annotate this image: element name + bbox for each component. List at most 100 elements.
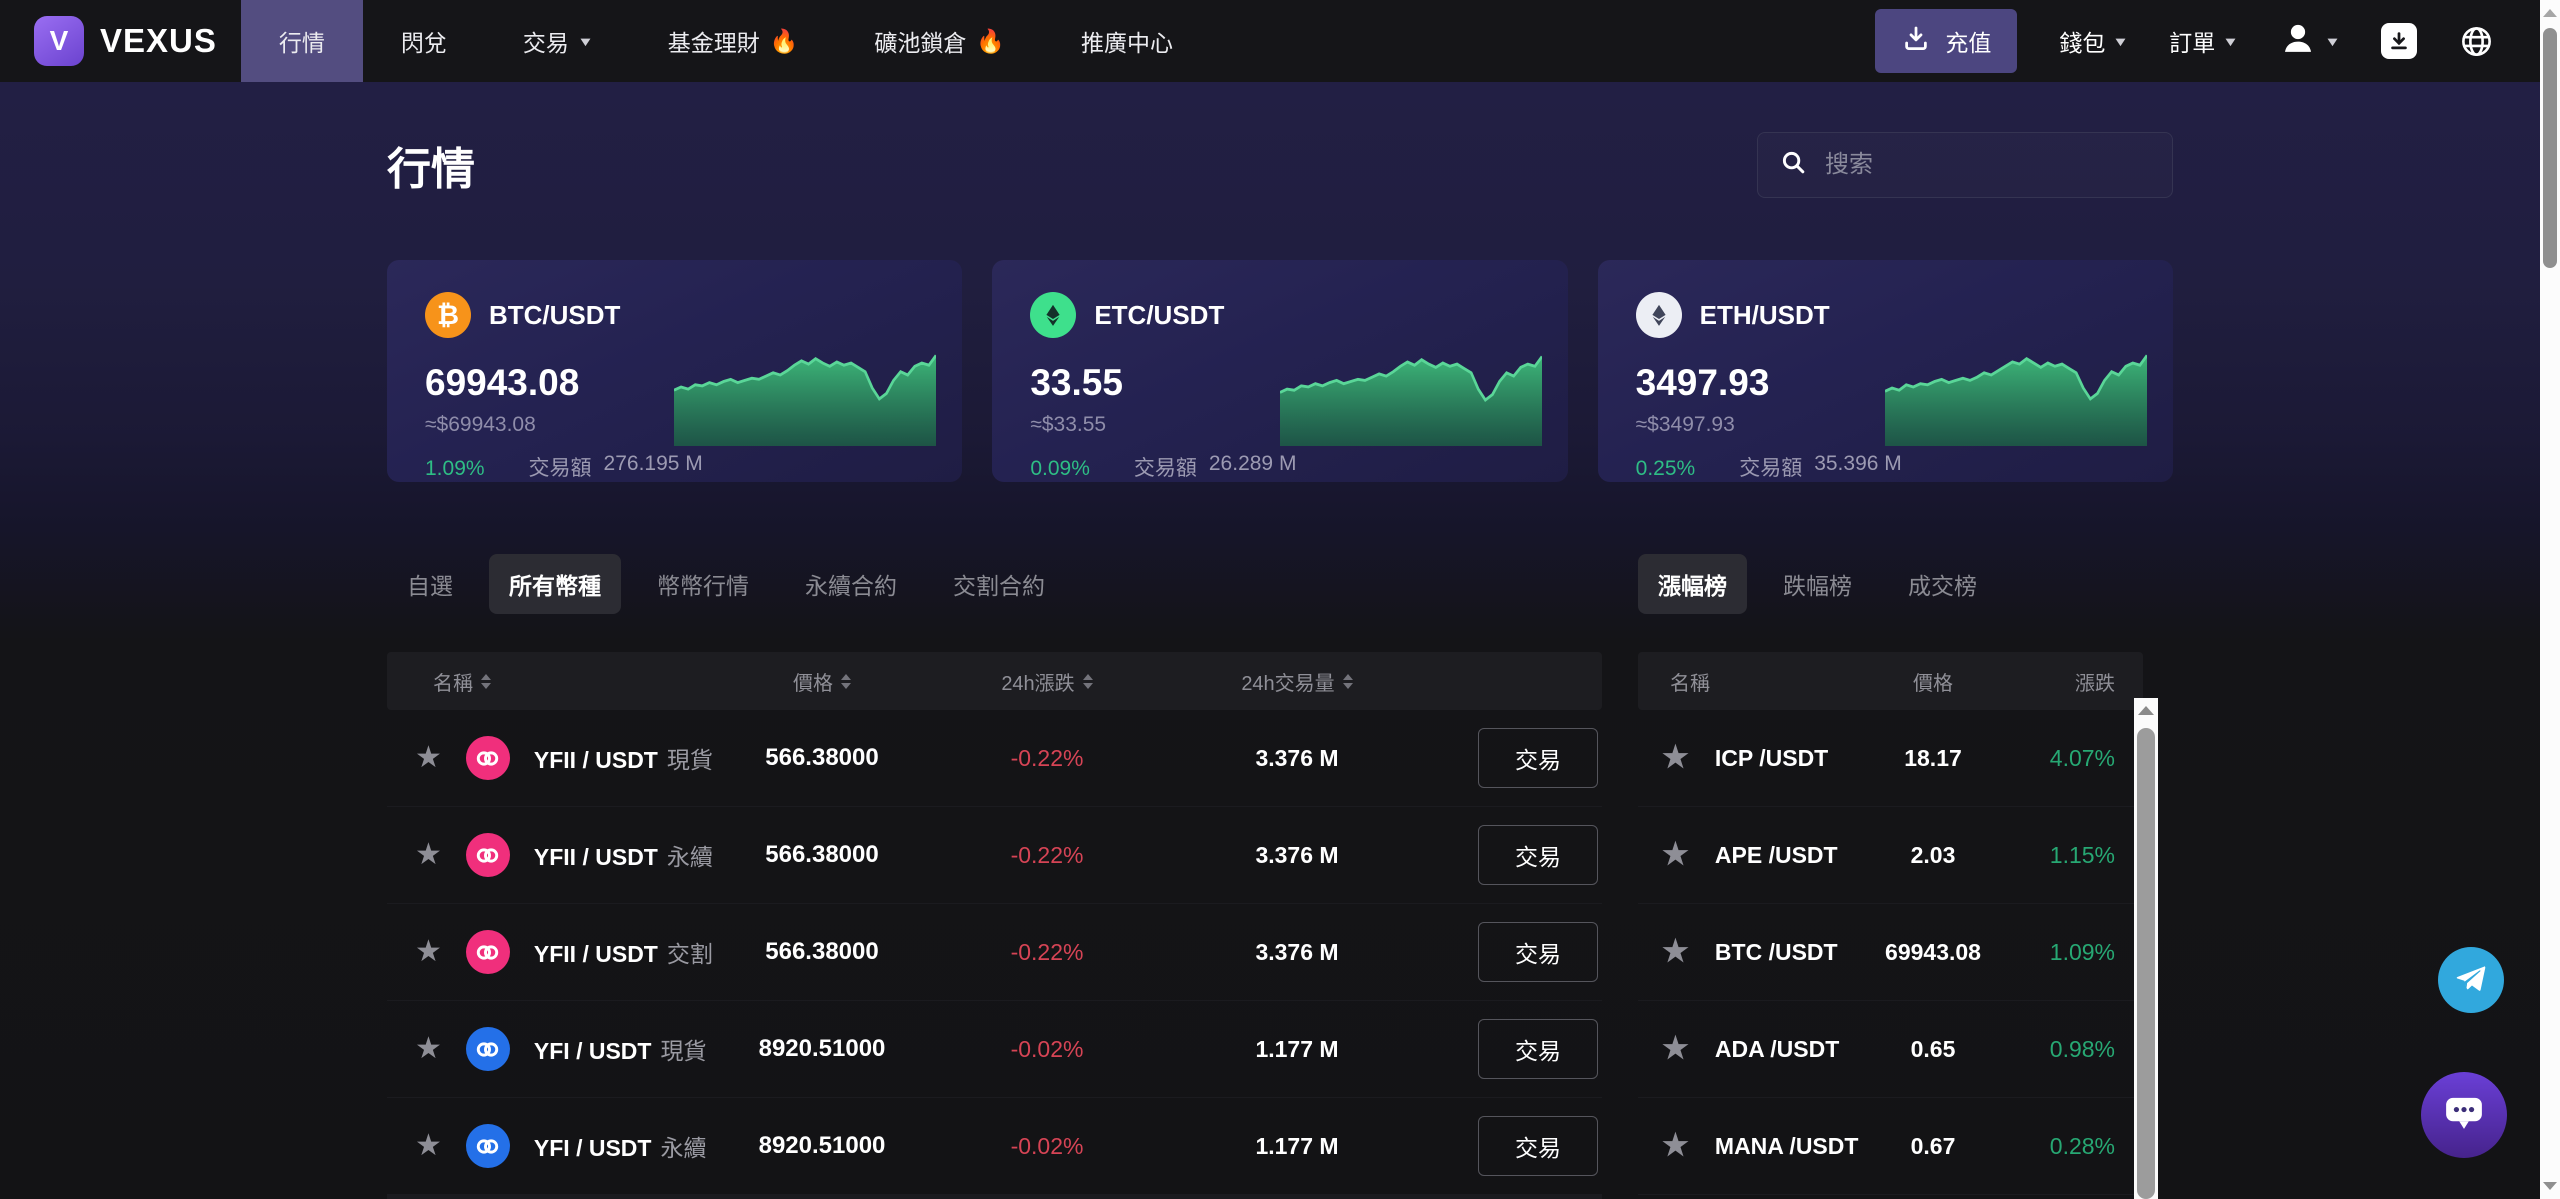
brand[interactable]: V VEXUS xyxy=(0,0,241,82)
market-row-2[interactable]: ★ YFII / USDT 交割 566.38000 -0.22% 3.376 M 交易 xyxy=(387,904,1602,1001)
language-globe-button[interactable] xyxy=(2459,24,2494,59)
market-tab-4[interactable]: 交割合約 xyxy=(953,573,1045,599)
sort-icon xyxy=(1082,673,1093,689)
chevron-down-icon: ▼ xyxy=(2222,33,2240,49)
hot-fire-icon: 🔥 xyxy=(976,27,1006,54)
favorite-star-icon[interactable]: ★ xyxy=(1662,838,1689,871)
price-cell: 566.38000 xyxy=(765,841,879,868)
sort-icon xyxy=(841,673,851,689)
volume-value: 26.289 M xyxy=(1208,452,1297,475)
chat-button[interactable] xyxy=(2421,1072,2507,1158)
yfi-coin-icon xyxy=(465,1027,510,1071)
pair-name: BTC /USDT xyxy=(1714,938,1838,965)
change-cell: -0.22% xyxy=(1010,841,1084,868)
pair-price: 3497.93 xyxy=(1635,362,1770,403)
deposit-button[interactable]: 充值 xyxy=(1875,9,2018,73)
price-cell: 0.67 xyxy=(1910,1132,1956,1159)
trade-button[interactable]: 交易 xyxy=(1478,825,1598,885)
change-cell: 1.09% xyxy=(2049,938,2115,965)
price-cell: 8920.51000 xyxy=(758,1132,886,1159)
favorite-star-icon[interactable]: ★ xyxy=(1662,1129,1689,1162)
scroll-down-arrow-icon[interactable] xyxy=(2543,1182,2557,1190)
market-tab-3[interactable]: 永續合約 xyxy=(805,573,897,599)
favorite-star-icon[interactable]: ★ xyxy=(415,838,442,871)
volume-value: 35.396 M xyxy=(1814,452,1902,475)
favorite-star-icon[interactable]: ★ xyxy=(415,1129,442,1162)
etc-coin-icon xyxy=(1030,292,1077,338)
rank-tab-2[interactable]: 成交榜 xyxy=(1908,573,1977,599)
nav-item-2[interactable]: 交易 ▼ xyxy=(485,0,630,82)
scroll-up-arrow-icon[interactable] xyxy=(2138,706,2154,715)
favorite-star-icon[interactable]: ★ xyxy=(415,1032,442,1065)
rank-list-scrollbar xyxy=(2134,698,2158,1199)
pair-price-approx: ≈$3497.93 xyxy=(1635,413,1735,436)
pair-change: 1.09% xyxy=(425,457,485,480)
column-header-1[interactable]: 價格 xyxy=(697,667,947,696)
telegram-button[interactable] xyxy=(2438,947,2504,1013)
market-row-1[interactable]: ★ YFII / USDT 永續 566.38000 -0.22% 3.376 M 交易 xyxy=(387,807,1602,904)
market-card-ETC/USDT[interactable]: ETC/USDT 33.55 ≈$33.55 0.09% 交易額 26.289 M xyxy=(992,260,1568,482)
search-input[interactable] xyxy=(1823,150,2150,180)
hot-fire-icon: 🔥 xyxy=(769,27,799,54)
market-card-ETH/USDT[interactable]: ETH/USDT 3497.93 ≈$3497.93 0.25% 交易額 35.396 M xyxy=(1597,260,2173,482)
column-header-0[interactable]: 名稱 xyxy=(387,667,697,696)
market-tab-2[interactable]: 幣幣行情 xyxy=(657,573,749,599)
sort-icon xyxy=(481,673,491,689)
nav-item-5[interactable]: 推廣中心 xyxy=(1043,0,1211,82)
rank-header-change: 漲跌 xyxy=(2075,672,2115,695)
wallet-menu[interactable]: 錢包 ▼ xyxy=(2059,24,2130,58)
pair-label: BTC/USDT xyxy=(489,299,621,330)
rank-table-body: ★ ICP /USDT 18.17 4.07% ★ APE /USDT 2.03 1.15% ★… xyxy=(1638,710,2143,1195)
chevron-down-icon: ▼ xyxy=(2112,33,2130,49)
eth-coin-icon xyxy=(1635,292,1682,338)
volume-cell: 3.376 M xyxy=(1255,744,1339,771)
change-cell: 0.98% xyxy=(2049,1035,2115,1062)
app-download-button[interactable] xyxy=(2381,23,2417,59)
rank-row-1[interactable]: ★ APE /USDT 2.03 1.15% xyxy=(1638,807,2143,904)
pair-type-tag: 交割 xyxy=(666,941,713,967)
deposit-icon xyxy=(1901,23,1931,59)
nav-item-0[interactable]: 行情 xyxy=(240,0,363,82)
trade-button[interactable]: 交易 xyxy=(1478,1019,1598,1079)
price-sparkline-chart xyxy=(1279,355,1542,446)
market-tab-0[interactable]: 自選 xyxy=(407,573,453,599)
nav-item-label: 閃兌 xyxy=(400,30,447,56)
nav-item-4[interactable]: 礦池鎖倉 🔥 xyxy=(836,0,1043,82)
market-table: 名稱 價格 24h漲跌 24h交易量 ★ YFII / USDT 現貨 566.38000 -… xyxy=(387,652,1602,1199)
rank-scrollbar-thumb[interactable] xyxy=(2137,728,2155,1199)
column-header-2[interactable]: 24h漲跌 xyxy=(947,667,1147,696)
market-card-BTC/USDT[interactable]: ₿ BTC/USDT 69943.08 ≈$69943.08 1.09% 交易額 276.1… xyxy=(387,260,963,482)
market-tab-1[interactable]: 所有幣種 xyxy=(489,554,621,614)
rank-row-3[interactable]: ★ ADA /USDT 0.65 0.98% xyxy=(1638,1001,2143,1098)
volume-value: 276.195 M xyxy=(603,452,703,475)
market-row-4[interactable]: ★ YFI / USDT 永續 8920.51000 -0.02% 1.177 M 交易 xyxy=(387,1098,1602,1195)
nav-item-1[interactable]: 閃兌 xyxy=(363,0,485,82)
rank-row-2[interactable]: ★ BTC /USDT 69943.08 1.09% xyxy=(1638,904,2143,1001)
orders-menu[interactable]: 訂單 ▼ xyxy=(2169,24,2240,58)
wallet-label: 錢包 xyxy=(2059,30,2106,56)
favorite-star-icon[interactable]: ★ xyxy=(415,741,442,774)
nav-item-3[interactable]: 基金理財 🔥 xyxy=(630,0,837,82)
market-row-3[interactable]: ★ YFI / USDT 現貨 8920.51000 -0.02% 1.177 M 交易 xyxy=(387,1001,1602,1098)
trade-button[interactable]: 交易 xyxy=(1478,922,1598,982)
pair-name: YFII / USDT 現貨 xyxy=(533,747,713,773)
rank-row-4[interactable]: ★ MANA /USDT 0.67 0.28% xyxy=(1638,1098,2143,1195)
brand-name: VEXUS xyxy=(100,22,217,59)
scroll-up-arrow-icon[interactable] xyxy=(2543,9,2557,17)
favorite-star-icon[interactable]: ★ xyxy=(415,935,442,968)
rank-tab-1[interactable]: 跌幅榜 xyxy=(1783,573,1852,599)
rank-row-0[interactable]: ★ ICP /USDT 18.17 4.07% xyxy=(1638,710,2143,807)
page-scrollbar-thumb[interactable] xyxy=(2543,28,2557,268)
trade-button[interactable]: 交易 xyxy=(1478,1116,1598,1176)
account-menu[interactable]: ▼ xyxy=(2279,19,2341,63)
rank-tab-0[interactable]: 漲幅榜 xyxy=(1638,554,1747,614)
favorite-star-icon[interactable]: ★ xyxy=(1662,741,1689,774)
chevron-down-icon: ▼ xyxy=(576,33,594,49)
column-header-3[interactable]: 24h交易量 xyxy=(1147,667,1447,696)
favorite-star-icon[interactable]: ★ xyxy=(1662,1032,1689,1065)
market-row-0[interactable]: ★ YFII / USDT 現貨 566.38000 -0.22% 3.376 M 交易 xyxy=(387,710,1602,807)
pair-price-approx: ≈$33.55 xyxy=(1030,413,1107,436)
trade-button[interactable]: 交易 xyxy=(1478,728,1598,788)
favorite-star-icon[interactable]: ★ xyxy=(1662,935,1689,968)
